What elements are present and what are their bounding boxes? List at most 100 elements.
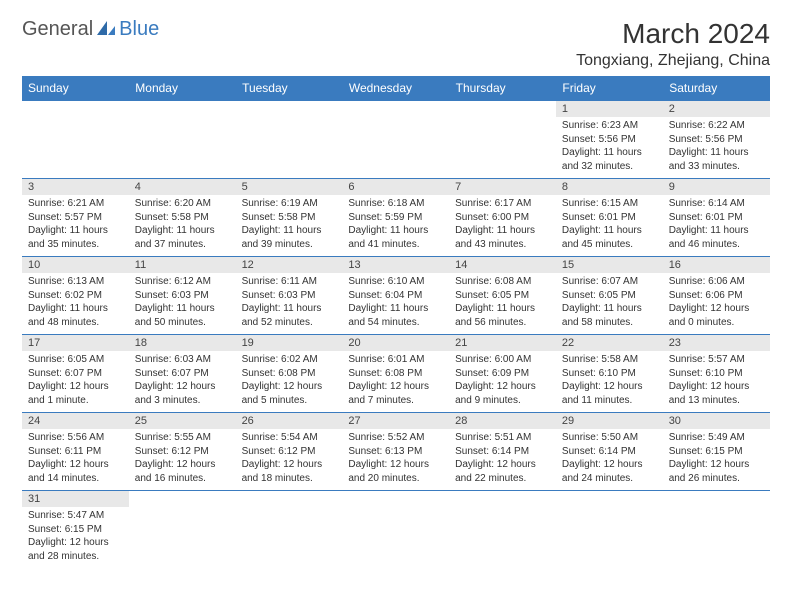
logo-text-blue: Blue (119, 18, 159, 41)
sunset-text: Sunset: 5:58 PM (135, 211, 230, 225)
sunset-text: Sunset: 6:09 PM (455, 367, 550, 381)
sunset-text: Sunset: 6:14 PM (455, 445, 550, 459)
sunrise-text: Sunrise: 6:02 AM (242, 353, 337, 367)
sunset-text: Sunset: 6:07 PM (28, 367, 123, 381)
day-details: Sunrise: 6:13 AMSunset: 6:02 PMDaylight:… (22, 273, 129, 333)
daylight-text: Daylight: 11 hours and 50 minutes. (135, 302, 230, 329)
daylight-text: Daylight: 11 hours and 46 minutes. (669, 224, 764, 251)
day-details: Sunrise: 6:03 AMSunset: 6:07 PMDaylight:… (129, 351, 236, 411)
daylight-text: Daylight: 11 hours and 54 minutes. (348, 302, 443, 329)
calendar-week-row: 1Sunrise: 6:23 AMSunset: 5:56 PMDaylight… (22, 101, 770, 179)
daylight-text: Daylight: 11 hours and 45 minutes. (562, 224, 657, 251)
calendar-day-cell (449, 101, 556, 179)
sunset-text: Sunset: 6:08 PM (242, 367, 337, 381)
sunrise-text: Sunrise: 6:12 AM (135, 275, 230, 289)
day-number: 7 (449, 179, 556, 195)
daylight-text: Daylight: 12 hours and 22 minutes. (455, 458, 550, 485)
calendar-week-row: 17Sunrise: 6:05 AMSunset: 6:07 PMDayligh… (22, 335, 770, 413)
sunset-text: Sunset: 5:58 PM (242, 211, 337, 225)
sunrise-text: Sunrise: 6:03 AM (135, 353, 230, 367)
calendar-day-cell: 7Sunrise: 6:17 AMSunset: 6:00 PMDaylight… (449, 179, 556, 257)
daylight-text: Daylight: 12 hours and 13 minutes. (669, 380, 764, 407)
daylight-text: Daylight: 12 hours and 5 minutes. (242, 380, 337, 407)
sunrise-text: Sunrise: 5:49 AM (669, 431, 764, 445)
daylight-text: Daylight: 12 hours and 0 minutes. (669, 302, 764, 329)
sunset-text: Sunset: 6:14 PM (562, 445, 657, 459)
sunset-text: Sunset: 5:59 PM (348, 211, 443, 225)
weekday-header: Tuesday (236, 76, 343, 101)
calendar-week-row: 24Sunrise: 5:56 AMSunset: 6:11 PMDayligh… (22, 413, 770, 491)
daylight-text: Daylight: 12 hours and 16 minutes. (135, 458, 230, 485)
daylight-text: Daylight: 12 hours and 26 minutes. (669, 458, 764, 485)
sunset-text: Sunset: 6:10 PM (669, 367, 764, 381)
sunset-text: Sunset: 6:08 PM (348, 367, 443, 381)
sunrise-text: Sunrise: 6:14 AM (669, 197, 764, 211)
day-details: Sunrise: 6:22 AMSunset: 5:56 PMDaylight:… (663, 117, 770, 177)
day-number: 11 (129, 257, 236, 273)
day-details: Sunrise: 6:02 AMSunset: 6:08 PMDaylight:… (236, 351, 343, 411)
daylight-text: Daylight: 11 hours and 39 minutes. (242, 224, 337, 251)
daylight-text: Daylight: 12 hours and 20 minutes. (348, 458, 443, 485)
daylight-text: Daylight: 11 hours and 58 minutes. (562, 302, 657, 329)
sunset-text: Sunset: 6:07 PM (135, 367, 230, 381)
sunrise-text: Sunrise: 6:05 AM (28, 353, 123, 367)
day-number: 25 (129, 413, 236, 429)
day-number: 4 (129, 179, 236, 195)
calendar-day-cell: 20Sunrise: 6:01 AMSunset: 6:08 PMDayligh… (342, 335, 449, 413)
day-details: Sunrise: 6:06 AMSunset: 6:06 PMDaylight:… (663, 273, 770, 333)
day-number: 23 (663, 335, 770, 351)
calendar-day-cell: 22Sunrise: 5:58 AMSunset: 6:10 PMDayligh… (556, 335, 663, 413)
daylight-text: Daylight: 12 hours and 28 minutes. (28, 536, 123, 563)
sail-icon (95, 19, 117, 40)
sunset-text: Sunset: 6:01 PM (562, 211, 657, 225)
sunrise-text: Sunrise: 6:07 AM (562, 275, 657, 289)
weekday-header: Sunday (22, 76, 129, 101)
calendar-day-cell: 23Sunrise: 5:57 AMSunset: 6:10 PMDayligh… (663, 335, 770, 413)
day-number: 18 (129, 335, 236, 351)
day-number: 28 (449, 413, 556, 429)
weekday-header: Thursday (449, 76, 556, 101)
daylight-text: Daylight: 12 hours and 18 minutes. (242, 458, 337, 485)
calendar-day-cell (129, 491, 236, 569)
day-details: Sunrise: 6:17 AMSunset: 6:00 PMDaylight:… (449, 195, 556, 255)
day-details: Sunrise: 6:08 AMSunset: 6:05 PMDaylight:… (449, 273, 556, 333)
day-details: Sunrise: 6:14 AMSunset: 6:01 PMDaylight:… (663, 195, 770, 255)
calendar-day-cell: 8Sunrise: 6:15 AMSunset: 6:01 PMDaylight… (556, 179, 663, 257)
day-details: Sunrise: 5:55 AMSunset: 6:12 PMDaylight:… (129, 429, 236, 489)
day-details: Sunrise: 6:19 AMSunset: 5:58 PMDaylight:… (236, 195, 343, 255)
sunrise-text: Sunrise: 5:47 AM (28, 509, 123, 523)
day-details: Sunrise: 5:52 AMSunset: 6:13 PMDaylight:… (342, 429, 449, 489)
calendar-day-cell: 4Sunrise: 6:20 AMSunset: 5:58 PMDaylight… (129, 179, 236, 257)
sunrise-text: Sunrise: 6:22 AM (669, 119, 764, 133)
calendar-week-row: 3Sunrise: 6:21 AMSunset: 5:57 PMDaylight… (22, 179, 770, 257)
day-details: Sunrise: 5:51 AMSunset: 6:14 PMDaylight:… (449, 429, 556, 489)
calendar-day-cell (342, 101, 449, 179)
daylight-text: Daylight: 11 hours and 32 minutes. (562, 146, 657, 173)
sunrise-text: Sunrise: 6:13 AM (28, 275, 123, 289)
page-header: General Blue March 2024 Tongxiang, Zheji… (22, 18, 770, 70)
calendar-day-cell: 9Sunrise: 6:14 AMSunset: 6:01 PMDaylight… (663, 179, 770, 257)
day-details: Sunrise: 5:47 AMSunset: 6:15 PMDaylight:… (22, 507, 129, 567)
sunset-text: Sunset: 6:06 PM (669, 289, 764, 303)
day-number: 12 (236, 257, 343, 273)
sunrise-text: Sunrise: 5:51 AM (455, 431, 550, 445)
calendar-day-cell: 10Sunrise: 6:13 AMSunset: 6:02 PMDayligh… (22, 257, 129, 335)
sunset-text: Sunset: 5:57 PM (28, 211, 123, 225)
day-number: 1 (556, 101, 663, 117)
sunset-text: Sunset: 6:12 PM (242, 445, 337, 459)
weekday-header: Friday (556, 76, 663, 101)
daylight-text: Daylight: 12 hours and 3 minutes. (135, 380, 230, 407)
day-number: 9 (663, 179, 770, 195)
day-number: 8 (556, 179, 663, 195)
sunset-text: Sunset: 5:56 PM (669, 133, 764, 147)
daylight-text: Daylight: 12 hours and 9 minutes. (455, 380, 550, 407)
daylight-text: Daylight: 11 hours and 35 minutes. (28, 224, 123, 251)
sunset-text: Sunset: 6:11 PM (28, 445, 123, 459)
daylight-text: Daylight: 12 hours and 14 minutes. (28, 458, 123, 485)
sunrise-text: Sunrise: 6:21 AM (28, 197, 123, 211)
title-block: March 2024 Tongxiang, Zhejiang, China (576, 18, 770, 70)
sunrise-text: Sunrise: 6:01 AM (348, 353, 443, 367)
logo-text-general: General (22, 18, 93, 41)
calendar-day-cell: 26Sunrise: 5:54 AMSunset: 6:12 PMDayligh… (236, 413, 343, 491)
day-number: 29 (556, 413, 663, 429)
